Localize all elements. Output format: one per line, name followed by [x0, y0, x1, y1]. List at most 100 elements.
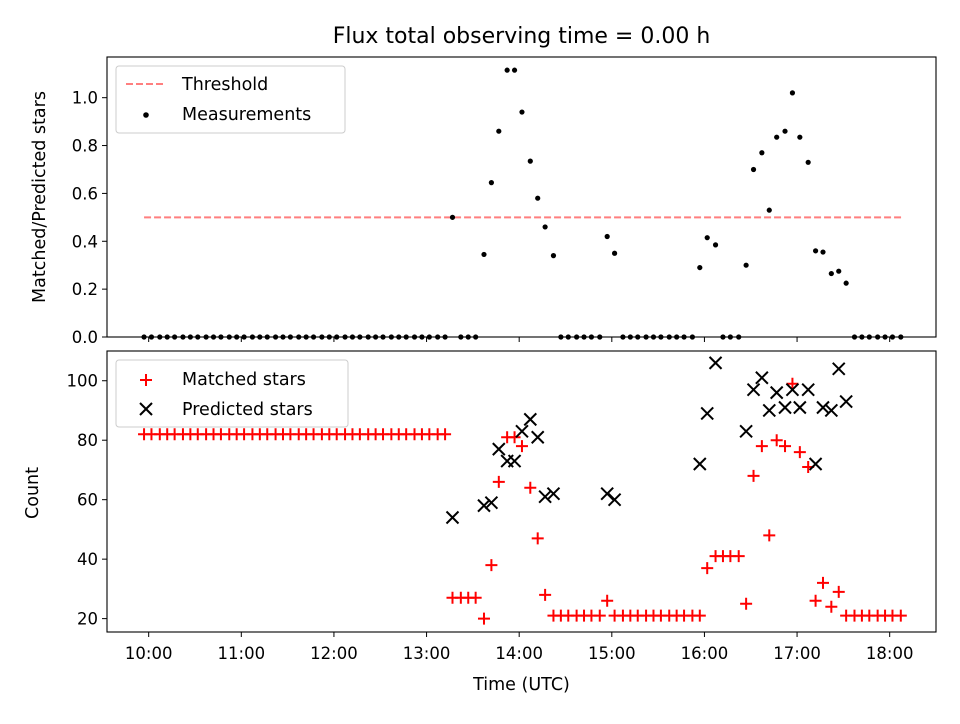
matched-star-point [439, 428, 452, 441]
x-tick-label: 15:00 [588, 644, 636, 663]
predicted-star-point [507, 454, 522, 468]
matched-star-point [732, 550, 745, 563]
matched-star-point [693, 609, 706, 622]
measurement-point [805, 159, 811, 165]
measurement-point [604, 233, 610, 240]
threshold-legend-label: Threshold [181, 75, 268, 95]
measurement-point [504, 67, 510, 73]
matched-star-point [747, 469, 760, 482]
x-tick-label: 12:00 [310, 644, 358, 663]
predicted-star-point [546, 487, 561, 501]
predicted-star-point [700, 406, 714, 421]
top-legend-box [115, 65, 346, 134]
bottom-legend-box [115, 359, 349, 428]
measurement-point [449, 214, 456, 220]
predicted-star-point [515, 424, 529, 438]
matched-star-point [601, 594, 614, 607]
x-tick-label: 13:00 [403, 644, 451, 663]
matched-star-point [531, 532, 544, 545]
matched-star-point [524, 481, 537, 494]
measurement-point [704, 235, 710, 241]
predicted-star-point [477, 498, 491, 513]
matched-star-point [492, 475, 505, 488]
matched-star-point [539, 588, 552, 601]
x-tick-label: 11:00 [218, 644, 266, 663]
predicted-star-point [523, 412, 538, 427]
matched-star-point [477, 612, 490, 625]
matched-star-point [508, 431, 521, 444]
measurement-point [519, 109, 525, 115]
matched-star-point [469, 591, 482, 604]
predicted-star-point [839, 394, 853, 409]
measurement-point [611, 250, 618, 256]
predicted-star-point [607, 492, 622, 507]
matched-star-point [740, 597, 753, 610]
matched-star-point [515, 440, 528, 453]
top-panel: 0.0 0.2 0.4 0.6 0.8 1.0 Matched/Predicted sta… [30, 56, 937, 347]
measurement-point [542, 224, 548, 230]
measurement-point [481, 251, 487, 258]
bottom-y-tick-label: 60 [77, 491, 98, 510]
predicted-star-point [755, 371, 769, 385]
matched-star-point [593, 609, 606, 622]
x-axis-label: Time (UTC) [472, 675, 570, 695]
top-y-tick-label: 1.0 [72, 89, 98, 108]
predicted-star-point [778, 400, 792, 415]
bottom-y-tick-label: 80 [77, 431, 98, 450]
bottom-y-tick-label: 40 [77, 550, 98, 569]
predicted-legend-label: Predicted stars [182, 400, 313, 420]
bottom-y-tick-label: 100 [67, 372, 99, 391]
predicted-star-point [693, 457, 707, 471]
measurement-point [496, 128, 502, 134]
predicted-star-point [769, 385, 784, 400]
measurement-point [828, 270, 834, 277]
measurement-point [774, 134, 780, 140]
measurement-point [797, 134, 803, 140]
matched-star-point [786, 377, 799, 390]
predicted-star-point [785, 382, 800, 397]
matched-star-point [770, 434, 783, 447]
x-tick-label: 10:00 [125, 644, 173, 663]
top-y-tick-label: 0.2 [72, 280, 98, 299]
measurement-point [488, 180, 494, 186]
predicted-star-point [832, 362, 846, 376]
x-tick-label: 16:00 [681, 644, 729, 663]
matched-legend-label: Matched stars [182, 370, 306, 390]
measurement-point [511, 67, 518, 73]
matched-star-point [809, 594, 822, 607]
predicted-star-point [793, 400, 807, 415]
bottom-plot-frame [106, 350, 937, 633]
measurement-point [843, 280, 849, 286]
measurement-point [766, 207, 772, 213]
predicted-star-point [808, 457, 823, 471]
predicted-star-point [762, 403, 776, 418]
measurement-point [789, 90, 796, 96]
matched-star-point [816, 576, 829, 589]
measurements-legend-label: Measurements [182, 105, 311, 125]
measurement-point [782, 128, 788, 134]
measurement-point [697, 264, 703, 271]
predicted-star-point [484, 495, 499, 510]
measurement-point [812, 248, 819, 254]
predicted-star-point [445, 510, 460, 525]
predicted-star-point [816, 400, 830, 415]
measurements-legend-swatch [143, 112, 149, 118]
measurement-point [550, 253, 557, 259]
measurement-point [836, 268, 842, 274]
top-y-tick-label: 0.0 [72, 328, 98, 347]
top-legend: Threshold Measurements [115, 65, 346, 134]
measurement-point [527, 158, 533, 164]
bottom-y-axis-label: Count [23, 467, 43, 519]
predicted-star-point [739, 424, 753, 438]
matched-legend-swatch [140, 374, 152, 386]
top-plot-frame [106, 56, 937, 338]
matched-star-point [793, 446, 806, 459]
measurement-point [535, 195, 541, 201]
top-y-tick-label: 0.8 [72, 137, 98, 156]
matched-star-point [832, 585, 845, 598]
matched-star-point [485, 559, 498, 572]
matched-star-point [755, 440, 768, 453]
x-tick-label: 14:00 [495, 644, 543, 663]
matched-star-point [779, 440, 792, 453]
chart-title: Flux total observing time = 0.00 h [333, 24, 711, 49]
